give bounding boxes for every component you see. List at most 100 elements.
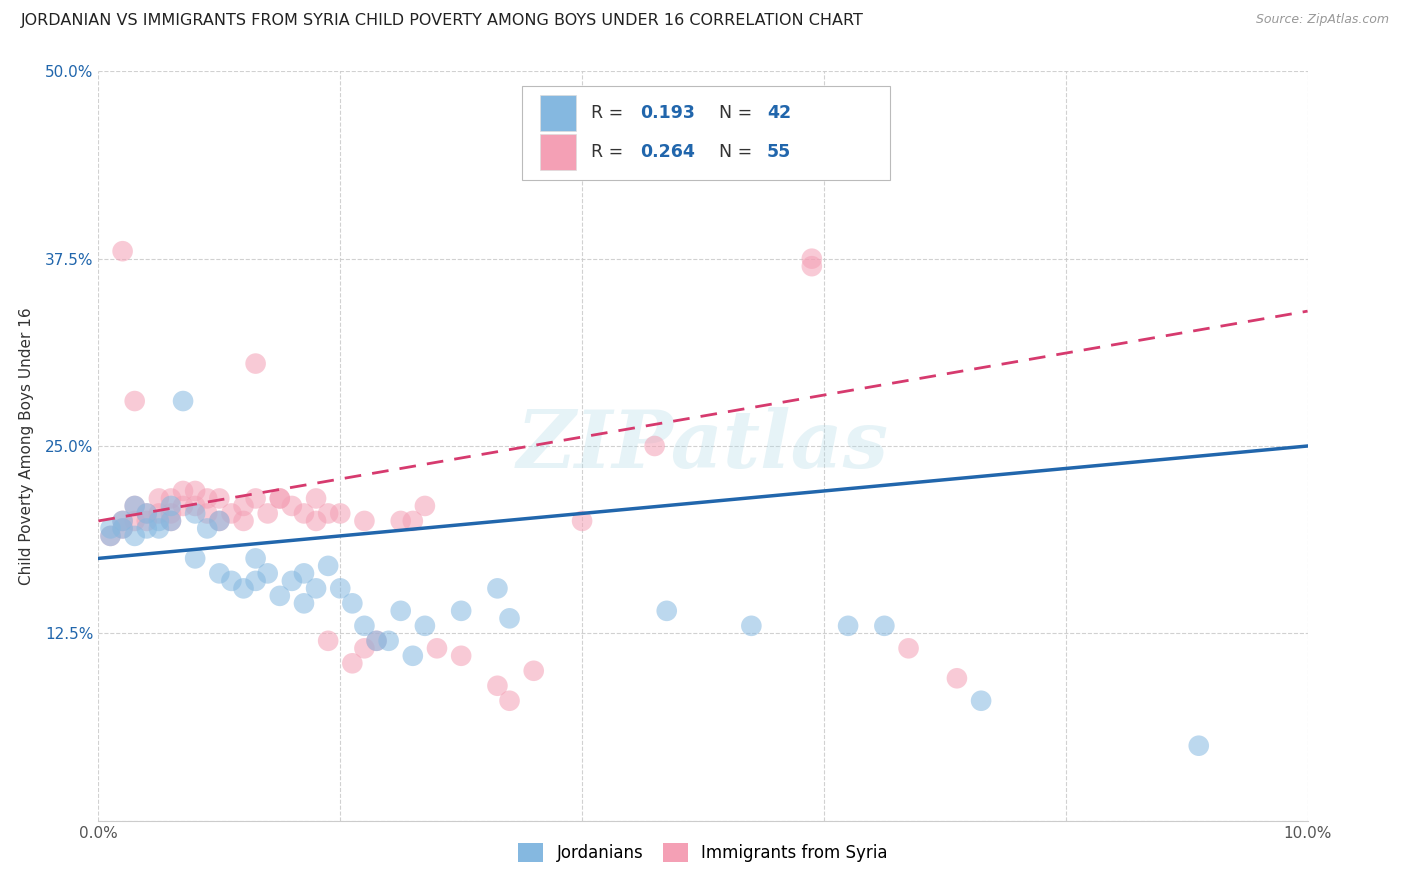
Point [100, 529, 122, 543]
Point [232, 582, 254, 596]
Legend: Jordanians, Immigrants from Syria: Jordanians, Immigrants from Syria [512, 836, 894, 869]
Point [366, 633, 388, 648]
Point [184, 507, 207, 521]
Point [135, 514, 157, 528]
Point [740, 619, 762, 633]
Point [195, 521, 218, 535]
Point [389, 604, 412, 618]
Point [1188, 739, 1211, 753]
Point [184, 499, 207, 513]
Text: Source: ZipAtlas.com: Source: ZipAtlas.com [1256, 13, 1389, 27]
Point [124, 394, 146, 409]
Text: R =: R = [591, 144, 628, 161]
Point [413, 499, 436, 513]
Point [571, 154, 593, 169]
Point [184, 551, 207, 566]
Point [135, 521, 157, 535]
Point [970, 694, 993, 708]
Point [402, 648, 425, 663]
Point [800, 259, 823, 273]
Point [292, 596, 315, 610]
Point [160, 507, 183, 521]
Point [269, 491, 291, 506]
FancyBboxPatch shape [540, 95, 576, 130]
Text: JORDANIAN VS IMMIGRANTS FROM SYRIA CHILD POVERTY AMONG BOYS UNDER 16 CORRELATION: JORDANIAN VS IMMIGRANTS FROM SYRIA CHILD… [21, 13, 863, 29]
Point [281, 574, 304, 588]
Point [413, 619, 436, 633]
Point [523, 664, 546, 678]
Point [256, 507, 278, 521]
Point [353, 641, 375, 656]
Point [148, 507, 170, 521]
Point [377, 633, 399, 648]
Point [232, 499, 254, 513]
Point [498, 694, 520, 708]
Point [148, 491, 170, 506]
FancyBboxPatch shape [522, 87, 890, 180]
Point [111, 514, 134, 528]
Text: 0.264: 0.264 [640, 144, 695, 161]
Point [148, 514, 170, 528]
Text: N =: N = [718, 103, 758, 121]
FancyBboxPatch shape [540, 135, 576, 170]
Point [800, 252, 823, 266]
Point [245, 357, 267, 371]
Point [172, 483, 194, 498]
Point [111, 244, 134, 259]
Point [281, 499, 304, 513]
Text: N =: N = [718, 144, 758, 161]
Point [305, 514, 328, 528]
Point [208, 514, 231, 528]
Point [655, 604, 678, 618]
Point [353, 514, 375, 528]
Text: ZIPatlas: ZIPatlas [517, 408, 889, 484]
Point [160, 499, 183, 513]
Point [946, 671, 969, 685]
Point [124, 499, 146, 513]
Point [366, 633, 388, 648]
Point [232, 514, 254, 528]
Point [172, 394, 194, 409]
Point [100, 521, 122, 535]
Point [135, 507, 157, 521]
Point [160, 514, 183, 528]
Point [571, 154, 593, 169]
Point [342, 657, 364, 671]
Point [498, 611, 520, 625]
Point [124, 499, 146, 513]
Point [148, 521, 170, 535]
Point [195, 507, 218, 521]
Point [111, 521, 134, 535]
Point [160, 514, 183, 528]
Point [245, 551, 267, 566]
Point [342, 596, 364, 610]
Point [486, 679, 509, 693]
Point [160, 491, 183, 506]
Point [316, 507, 339, 521]
Point [111, 514, 134, 528]
Point [329, 507, 352, 521]
Point [245, 491, 267, 506]
Text: 0.193: 0.193 [640, 103, 695, 121]
Point [837, 619, 859, 633]
Point [426, 641, 449, 656]
Point [269, 589, 291, 603]
Point [208, 491, 231, 506]
Point [316, 558, 339, 573]
Point [245, 574, 267, 588]
Point [571, 514, 593, 528]
Point [450, 648, 472, 663]
Text: 42: 42 [768, 103, 792, 121]
Point [124, 529, 146, 543]
Point [305, 491, 328, 506]
Point [644, 439, 666, 453]
Point [221, 507, 243, 521]
Point [292, 566, 315, 581]
Point [486, 582, 509, 596]
Point [329, 582, 352, 596]
Point [873, 619, 896, 633]
Point [124, 514, 146, 528]
Point [100, 529, 122, 543]
Point [292, 507, 315, 521]
Point [111, 521, 134, 535]
